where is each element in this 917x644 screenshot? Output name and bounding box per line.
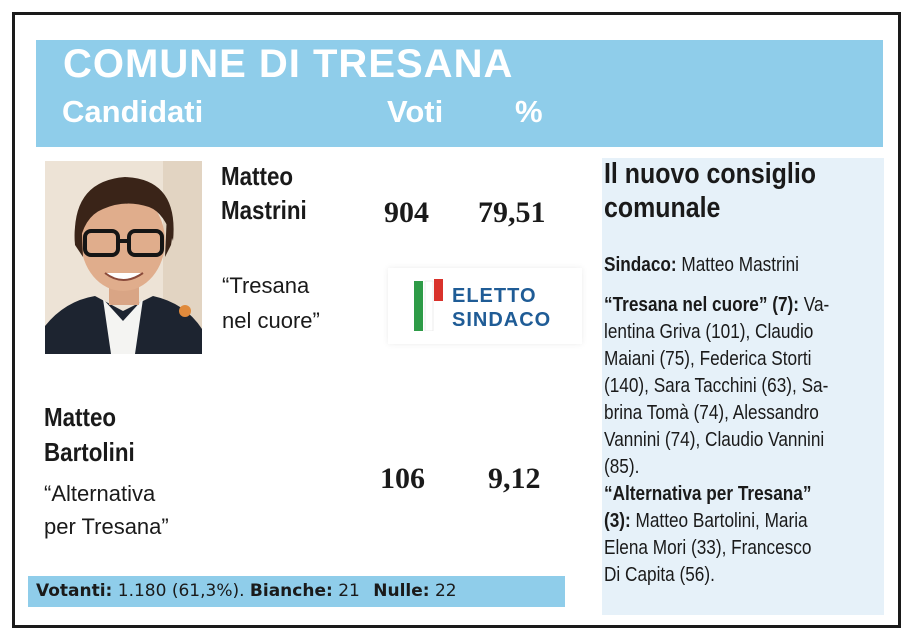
blank-value: 21 xyxy=(338,581,360,601)
candidate-2-list-line2: per Tresana” xyxy=(44,514,169,539)
candidate-2-first-name: Matteo xyxy=(44,402,117,432)
council-sidebar xyxy=(602,158,884,615)
council-line: “Tresana nel cuore” (7): Va- xyxy=(604,294,830,316)
council-group-1: “Tresana nel cuore” (7): Va- lentina Gri… xyxy=(604,292,871,481)
council-line: brina Tomà (74), Alessandro xyxy=(604,402,819,424)
candidate-1-votes: 904 xyxy=(384,196,429,229)
mayor-value: Matteo Mastrini xyxy=(681,254,799,276)
mayor-label: Sindaco: xyxy=(604,254,677,276)
voters-value: 1.180 (61,3%). xyxy=(117,581,245,601)
badge-line-2: SINDACO xyxy=(452,309,552,331)
candidate-photo-mastrini xyxy=(45,161,202,354)
council-line: Di Capita (56). xyxy=(604,564,715,586)
council-line: (140), Sara Tacchini (63), Sa- xyxy=(604,375,829,397)
mayor-line: Sindaco: Matteo Mastrini xyxy=(604,252,871,279)
elected-badge-text: ELETTO SINDACO xyxy=(452,284,551,332)
column-candidates: Candidati xyxy=(62,94,204,129)
blank-label: Bianche: xyxy=(249,581,333,601)
council-group-2: “Alternativa per Tresana” (3): Matteo Ba… xyxy=(604,481,871,589)
council-line: lentina Griva (101), Claudio xyxy=(604,321,814,343)
candidate-2-percent: 9,12 xyxy=(488,462,541,495)
candidate-1-list-line1: “Tresana xyxy=(222,273,310,298)
results-header xyxy=(36,40,883,147)
candidate-2-votes: 106 xyxy=(380,462,425,495)
council-line: (3): Matteo Bartolini, Maria xyxy=(604,510,808,532)
turnout-bar: Votanti: 1.180 (61,3%). Bianche: 21 Null… xyxy=(28,576,565,607)
null-value: 22 xyxy=(434,581,457,601)
council-line: Elena Mori (33), Francesco xyxy=(604,537,812,559)
badge-line-1: ELETTO xyxy=(452,285,537,307)
candidate-2-last-name: Bartolini xyxy=(44,437,135,467)
council-line: “Alternativa per Tresana” xyxy=(604,483,812,505)
council-line: (85). xyxy=(604,456,640,478)
sidebar-title-line1: Il nuovo consiglio xyxy=(604,158,816,190)
null-label: Nulle: xyxy=(373,581,430,601)
candidate-1-list-line2: nel cuore” xyxy=(222,308,320,333)
italian-flag-icon xyxy=(414,279,443,331)
candidate-1-first-name: Matteo xyxy=(221,161,294,191)
sidebar-title-line2: comunale xyxy=(604,192,721,224)
sidebar-title: Il nuovo consiglio comunale xyxy=(604,157,816,225)
candidate-2-list-line1: “Alternativa xyxy=(44,481,156,506)
page-title: COMUNE DI TRESANA xyxy=(63,42,514,86)
candidate-1-last-name: Mastrini xyxy=(221,195,307,225)
council-line: Maiani (75), Federica Storti xyxy=(604,348,812,370)
portrait-photo xyxy=(45,161,202,354)
candidate-1-percent: 79,51 xyxy=(478,196,546,229)
column-votes: Voti xyxy=(387,94,444,129)
column-percent: % xyxy=(515,94,543,129)
voters-label: Votanti: xyxy=(36,581,113,601)
council-line: Vannini (74), Claudio Vannini xyxy=(604,429,825,451)
